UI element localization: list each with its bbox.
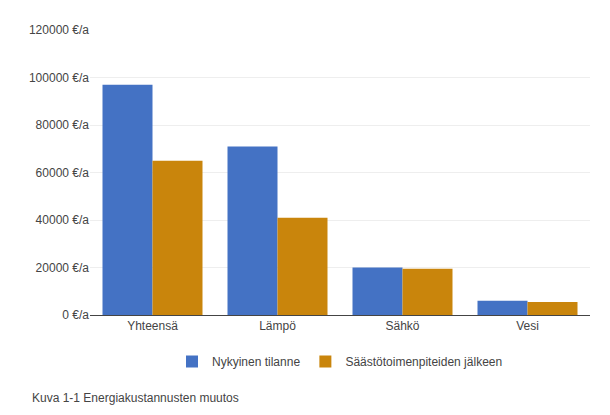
svg-text:Yhteensä: Yhteensä (127, 319, 178, 333)
svg-text:40000 €/a: 40000 €/a (36, 213, 90, 227)
svg-text:Lämpö: Lämpö (259, 319, 296, 333)
svg-text:Vesi: Vesi (516, 319, 539, 333)
svg-text:80000 €/a: 80000 €/a (36, 118, 90, 132)
svg-text:Säästötoimenpiteiden jälkeen: Säästötoimenpiteiden jälkeen (345, 355, 502, 369)
svg-text:0 €/a: 0 €/a (62, 308, 89, 322)
svg-text:Sähkö: Sähkö (385, 319, 419, 333)
svg-text:Nykyinen tilanne: Nykyinen tilanne (212, 355, 300, 369)
svg-text:100000 €/a: 100000 €/a (29, 71, 89, 85)
svg-text:120000 €/a: 120000 €/a (29, 23, 89, 37)
svg-text:60000 €/a: 60000 €/a (36, 166, 90, 180)
svg-text:20000 €/a: 20000 €/a (36, 261, 90, 275)
svg-text:Kuva 1-1 Energiakustannusten m: Kuva 1-1 Energiakustannusten muutos (32, 391, 239, 405)
